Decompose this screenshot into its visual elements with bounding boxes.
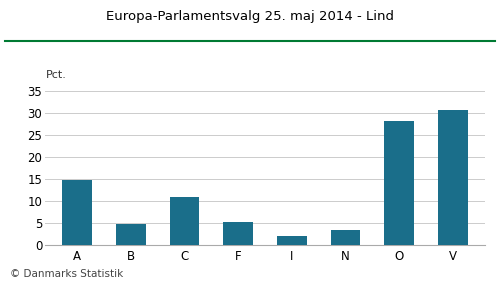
Bar [438,110,468,245]
Bar [62,180,92,245]
Bar [170,197,200,245]
Text: Pct.: Pct. [46,70,67,80]
Bar [384,121,414,245]
Bar [224,222,253,245]
Text: Europa-Parlamentsvalg 25. maj 2014 - Lind: Europa-Parlamentsvalg 25. maj 2014 - Lin… [106,10,394,23]
Bar [277,236,306,245]
Bar [330,230,360,245]
Text: © Danmarks Statistik: © Danmarks Statistik [10,269,123,279]
Bar [116,224,146,245]
